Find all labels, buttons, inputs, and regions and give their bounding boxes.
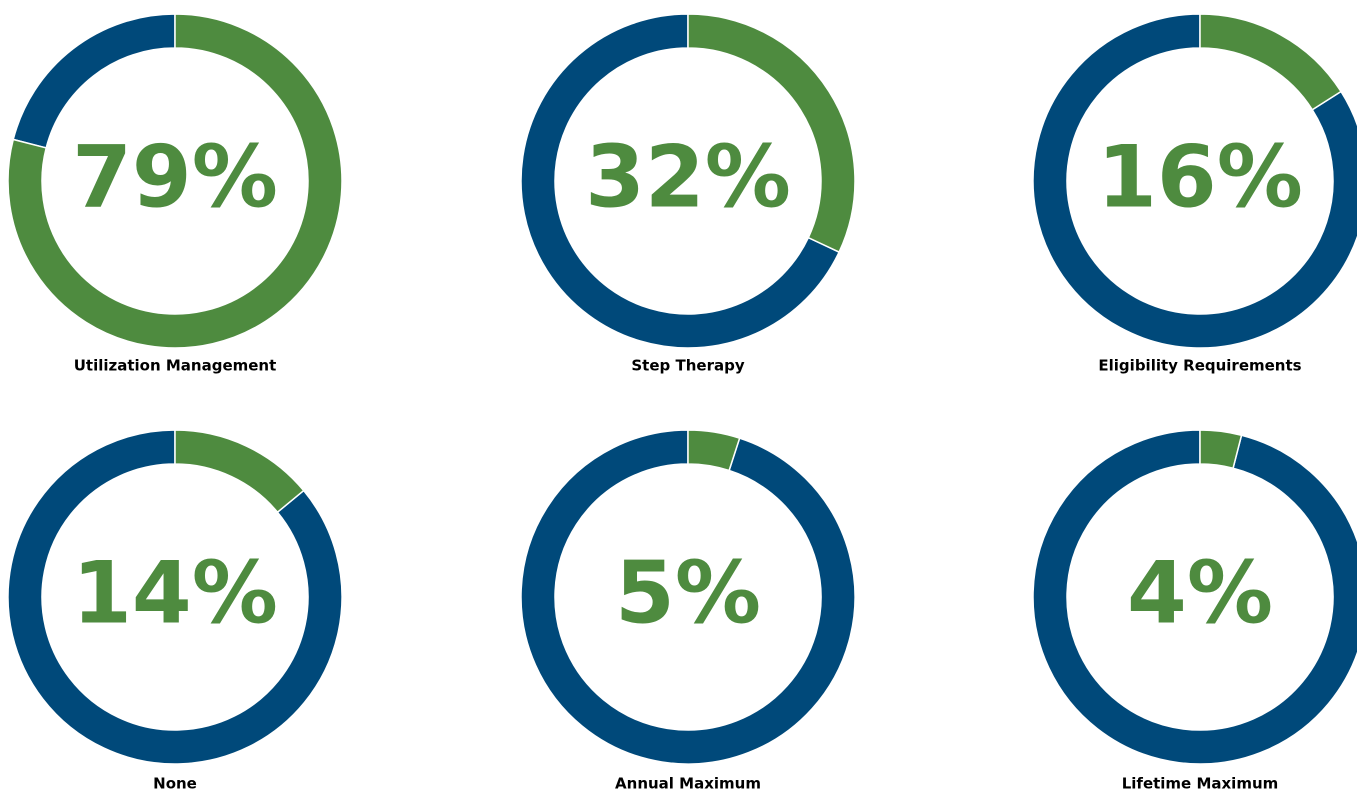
- donut-title: Step Therapy: [631, 357, 744, 375]
- donut-title: Lifetime Maximum: [1122, 775, 1279, 793]
- remainder-arc: [520, 13, 841, 349]
- value-label: 14%: [72, 543, 278, 643]
- value-label: 4%: [1127, 543, 1273, 643]
- value-label: 5%: [615, 543, 761, 643]
- value-label: 16%: [1097, 127, 1303, 227]
- value-arc: [687, 13, 856, 254]
- value-label: 32%: [585, 127, 791, 227]
- donut-title: None: [153, 775, 197, 793]
- value-arc: [174, 429, 305, 514]
- value-arc: [7, 13, 343, 349]
- donut-title: Annual Maximum: [615, 775, 761, 793]
- remainder-arc: [7, 429, 343, 765]
- value-arc: [687, 429, 741, 472]
- remainder-arc: [1032, 429, 1357, 765]
- donut-title: Utilization Management: [74, 357, 277, 375]
- value-arc: [1199, 13, 1343, 111]
- donut-title: Eligibility Requirements: [1098, 357, 1301, 375]
- value-arc: [1199, 429, 1243, 470]
- remainder-arc: [1032, 13, 1357, 349]
- value-label: 79%: [72, 127, 278, 227]
- remainder-arc: [520, 429, 856, 765]
